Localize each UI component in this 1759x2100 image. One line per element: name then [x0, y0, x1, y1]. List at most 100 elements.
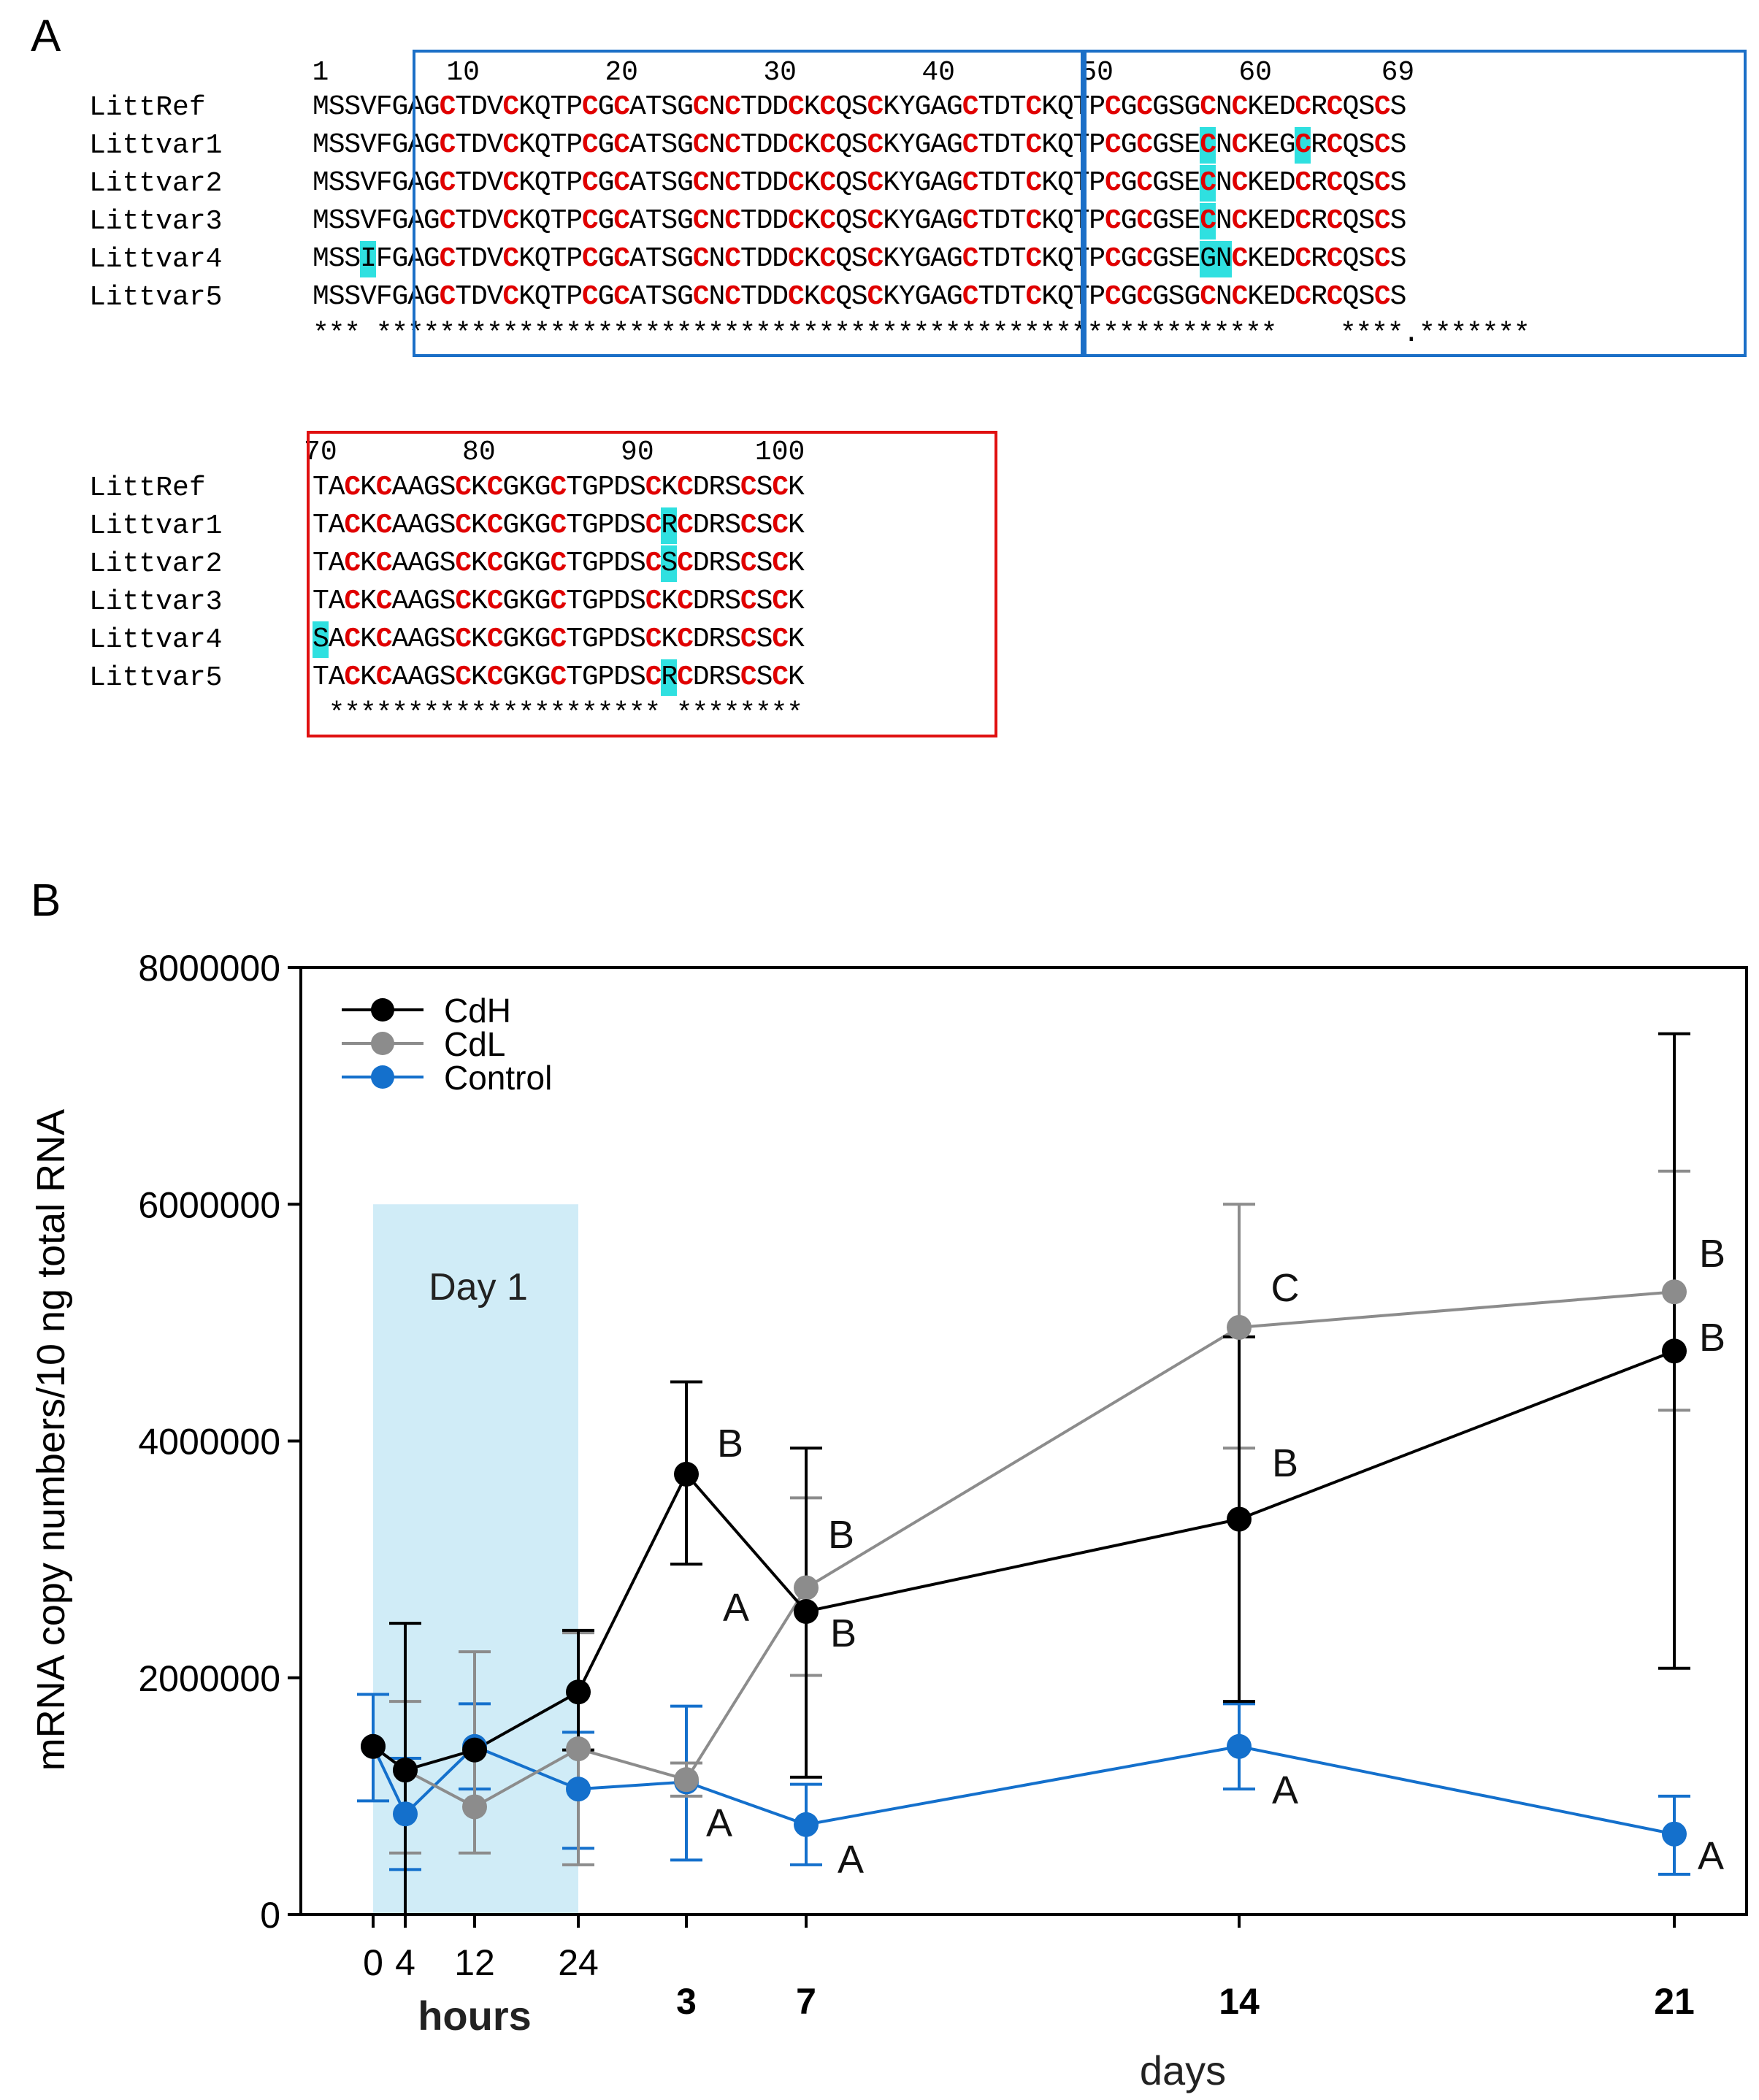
data-point-CdH: [361, 1733, 386, 1759]
residue: G: [502, 548, 520, 579]
residue: A: [407, 205, 424, 237]
residue: K: [360, 662, 377, 693]
residue: P: [566, 129, 583, 161]
residue: C: [375, 548, 393, 579]
residue: G: [1152, 243, 1169, 275]
residue: G: [914, 167, 932, 199]
residue: S: [661, 167, 678, 199]
residue: C: [581, 167, 599, 199]
residue: D: [692, 662, 710, 693]
residue: C: [819, 167, 837, 199]
residue: C: [502, 281, 520, 313]
residue: C: [1231, 91, 1249, 123]
residue: G: [391, 281, 409, 313]
residue: F: [375, 281, 393, 313]
residue: C: [677, 586, 694, 617]
residue: C: [788, 243, 805, 275]
residue: G: [597, 129, 615, 161]
panel-b-label: B: [31, 875, 61, 926]
residue: G: [391, 167, 409, 199]
residue: V: [486, 243, 504, 275]
residue: C: [1200, 127, 1216, 164]
residue: C: [1295, 91, 1312, 123]
residue: C: [692, 281, 710, 313]
residue: T: [455, 129, 472, 161]
residue: C: [772, 624, 789, 655]
residue: D: [613, 510, 631, 541]
residue: C: [613, 129, 631, 161]
residue: T: [550, 129, 567, 161]
x-tick-label: 12: [454, 1942, 495, 1983]
residue: P: [566, 91, 583, 123]
residue: Y: [898, 91, 916, 123]
residue: A: [930, 205, 948, 237]
data-point-CdH: [674, 1461, 699, 1487]
residue: C: [486, 472, 504, 503]
residue: C: [867, 129, 884, 161]
sequence-name: Littvar5: [89, 282, 223, 313]
data-point-Control: [393, 1801, 418, 1827]
residue: D: [471, 91, 488, 123]
residue: S: [344, 281, 361, 313]
residue: C: [645, 662, 662, 693]
residue: C: [819, 281, 837, 313]
residue: G: [423, 510, 440, 541]
legend-marker-CdH: [371, 998, 394, 1022]
residue: D: [692, 472, 710, 503]
residue: T: [566, 510, 583, 541]
residue: T: [455, 205, 472, 237]
residue: A: [391, 624, 409, 655]
residue: R: [708, 510, 726, 541]
residue: C: [1373, 167, 1391, 199]
residue: D: [994, 129, 1011, 161]
residue: C: [740, 624, 757, 655]
residue: E: [1263, 91, 1280, 123]
residue: M: [313, 167, 329, 199]
residue: S: [1390, 205, 1407, 237]
residue: S: [1168, 243, 1185, 275]
residue: D: [756, 129, 773, 161]
residue: C: [645, 624, 662, 655]
sequence-name: Littvar2: [89, 548, 223, 580]
residue: N: [708, 205, 726, 237]
residue: S: [1390, 281, 1407, 313]
residue: S: [328, 243, 345, 275]
residue: S: [756, 586, 773, 617]
data-point-CdL: [566, 1736, 591, 1762]
y-axis-label: mRNA copy numbers/10 ng total RNA: [29, 1109, 73, 1771]
residue: E: [1263, 243, 1280, 275]
residue: C: [677, 662, 694, 693]
sequence-name: Littvar3: [89, 586, 223, 618]
position-number: 100: [754, 437, 805, 468]
residue: G: [423, 586, 440, 617]
residue: D: [756, 243, 773, 275]
residue: K: [788, 472, 805, 503]
residue: C: [550, 624, 567, 655]
residue: G: [423, 624, 440, 655]
residue: G: [391, 205, 409, 237]
residue: A: [407, 624, 424, 655]
residue: C: [486, 662, 504, 693]
residue: G: [534, 662, 551, 693]
residue: T: [566, 662, 583, 693]
data-point-Control: [566, 1777, 591, 1802]
residue: C: [1326, 243, 1344, 275]
residue: C: [645, 548, 662, 579]
y-tick-label: 2000000: [138, 1658, 280, 1699]
residue: M: [313, 91, 329, 123]
residue: K: [1247, 91, 1265, 123]
residue: Q: [1057, 91, 1074, 123]
residue: V: [360, 281, 377, 313]
residue: G: [581, 548, 599, 579]
residue: K: [803, 243, 821, 275]
residue: T: [550, 91, 567, 123]
residue: K: [518, 243, 535, 275]
data-point-CdH: [794, 1598, 819, 1624]
residue: A: [328, 624, 345, 655]
residue: A: [930, 129, 948, 161]
residue: A: [407, 129, 424, 161]
residue: C: [613, 243, 631, 275]
residue: N: [708, 129, 726, 161]
residue: K: [661, 624, 678, 655]
residue: S: [724, 586, 741, 617]
